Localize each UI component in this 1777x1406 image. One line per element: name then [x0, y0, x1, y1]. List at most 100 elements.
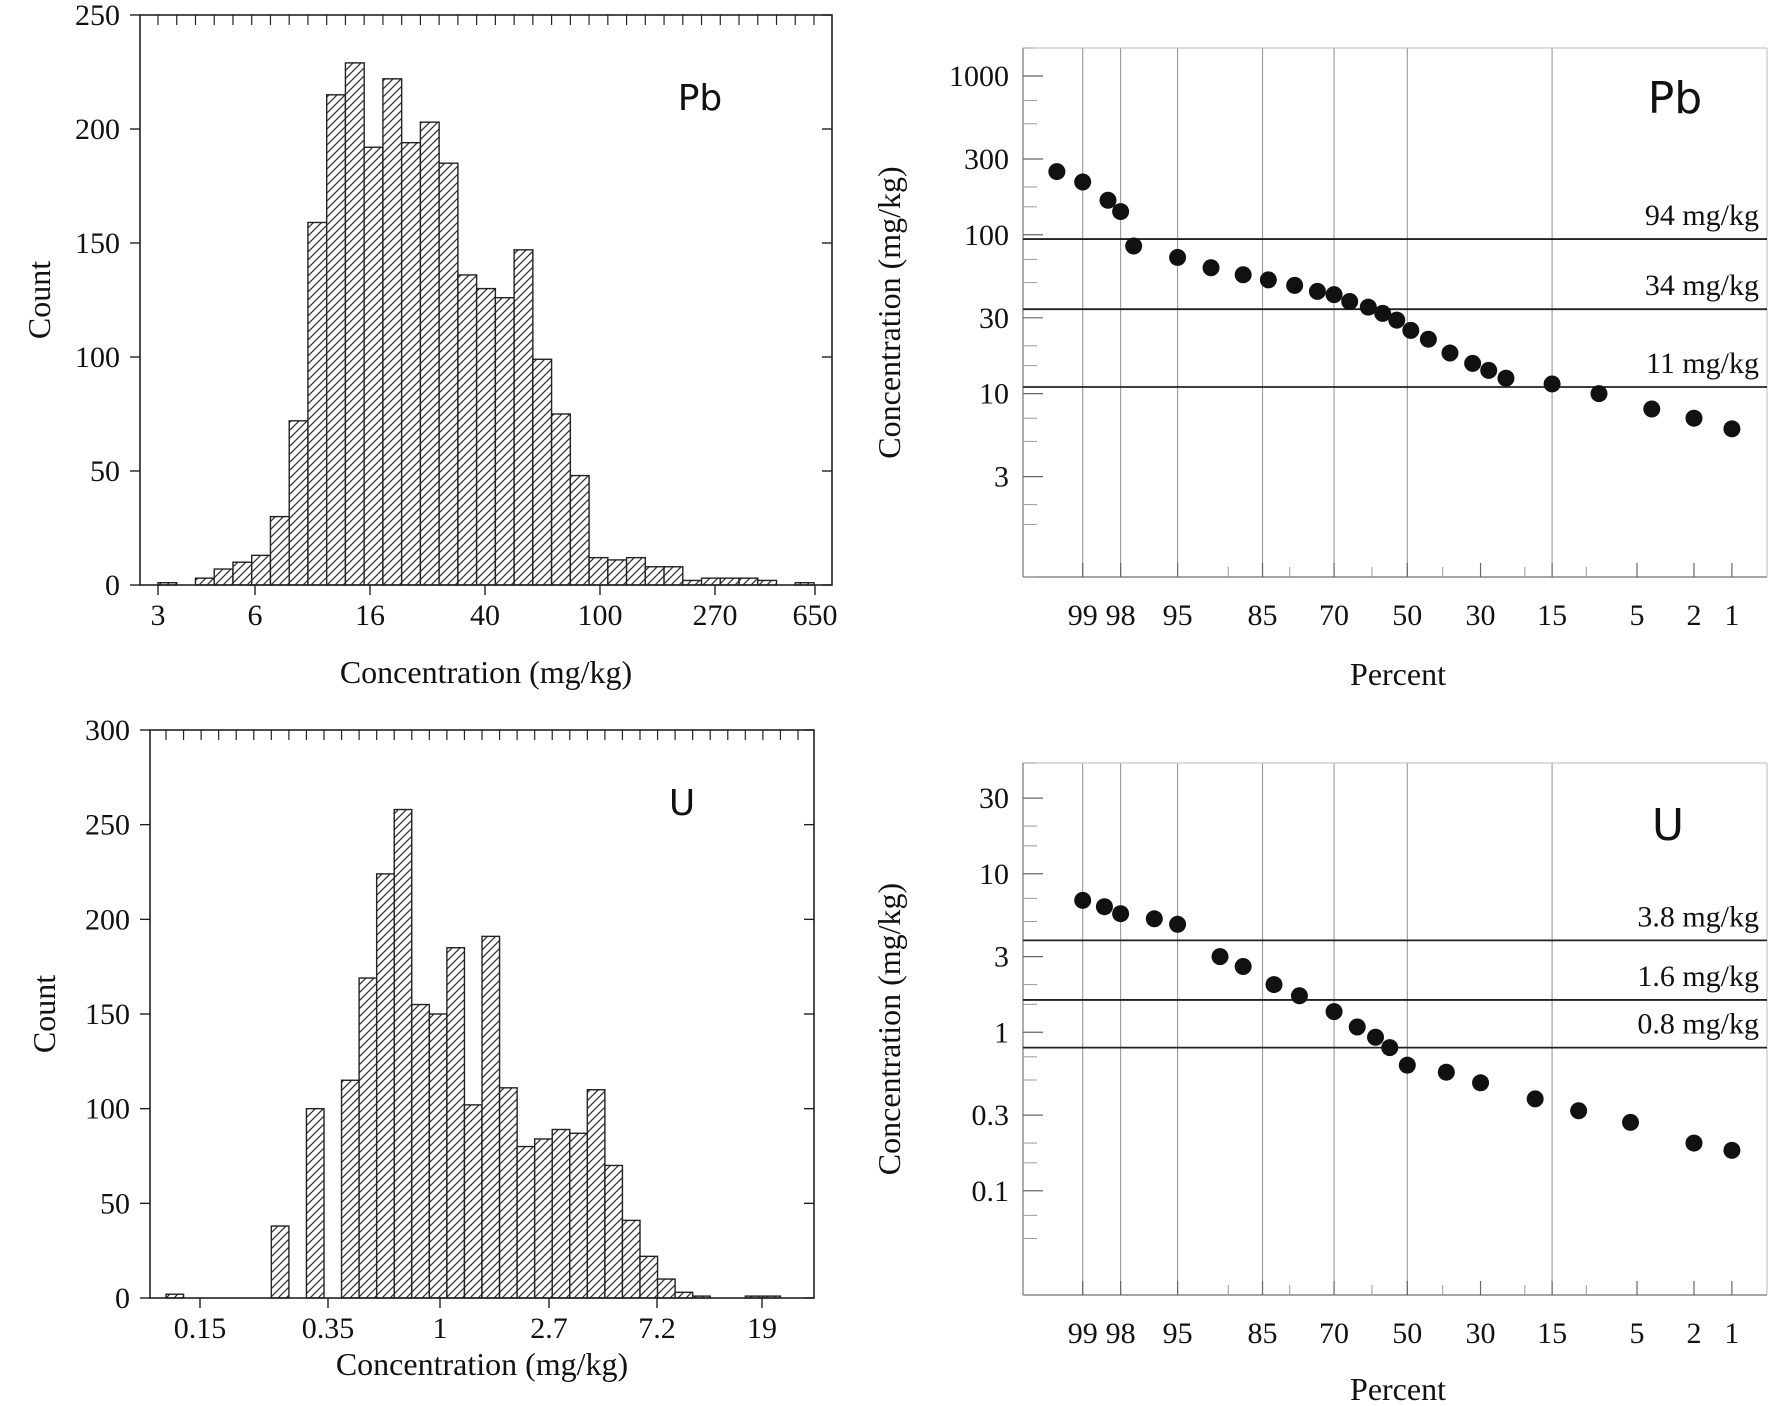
histogram-bar: [569, 1132, 589, 1299]
x-tick-label: 2: [1686, 599, 1701, 632]
data-point: [1290, 987, 1308, 1005]
data-point: [1497, 369, 1515, 387]
y-tick-label: 3: [994, 461, 1009, 494]
x-tick-label: 100: [578, 599, 623, 632]
histogram-bar: [305, 1107, 325, 1299]
histogram-bar: [513, 249, 534, 586]
y-tick-label: 100: [85, 1093, 130, 1126]
data-point: [1643, 400, 1661, 418]
histogram-bar: [457, 274, 478, 586]
histogram-bar: [656, 1278, 676, 1299]
data-point: [1095, 898, 1113, 916]
histogram-bar: [213, 568, 234, 586]
x-tick-label: 16: [355, 599, 385, 632]
data-point: [1169, 915, 1187, 933]
data-point: [1125, 237, 1143, 255]
histogram-bar: [438, 162, 459, 586]
pb_hist-panel: 3 6 16 40 100 270 650 0 50 100 150 200 250 Concentrat…: [21, 0, 838, 690]
y-tick-label: 50: [100, 1187, 130, 1220]
data-point: [1265, 976, 1283, 994]
histogram-bar: [270, 1225, 290, 1299]
x-tick-label: 0.35: [302, 1312, 355, 1345]
data-point: [1723, 1141, 1741, 1159]
histogram-bar: [307, 221, 328, 586]
y-tick-label: 150: [85, 998, 130, 1031]
data-point: [1202, 259, 1220, 277]
x-axis-title: Concentration (mg/kg): [340, 654, 632, 690]
y-tick-label: 30: [979, 782, 1009, 815]
x-axis-title: Percent: [1350, 1371, 1446, 1406]
histogram-bar: [532, 358, 553, 586]
histogram-bar: [446, 947, 466, 1299]
data-point: [1074, 891, 1092, 909]
data-point: [1381, 1039, 1399, 1057]
x-tick-label: 50: [1392, 1317, 1422, 1350]
data-point: [1437, 1063, 1455, 1081]
data-point: [1211, 948, 1229, 966]
x-tick-label: 270: [693, 599, 738, 632]
histogram-bar: [738, 577, 759, 586]
histogram-bar: [393, 808, 413, 1299]
y-tick-label: 100: [964, 219, 1009, 252]
y-tick-label: 10: [979, 378, 1009, 411]
y-tick-label: 30: [979, 302, 1009, 335]
y-tick-label: 0: [105, 569, 120, 602]
y-tick-label: 3: [994, 941, 1009, 974]
x-tick-label: 1: [433, 1312, 448, 1345]
y-tick-label: 1: [994, 1016, 1009, 1049]
data-point: [1169, 248, 1187, 266]
x-tick-label: 99: [1068, 599, 1098, 632]
x-tick-label: 2.7: [530, 1312, 568, 1345]
y-tick-label: 200: [85, 903, 130, 936]
y-tick-label: 100: [75, 341, 120, 374]
histogram-bar: [674, 1291, 694, 1299]
histogram-bar: [625, 556, 647, 586]
reference-line-label: 94 mg/kg: [1645, 199, 1759, 232]
data-point: [1112, 203, 1130, 221]
data-point: [1570, 1102, 1588, 1120]
data-point: [1419, 330, 1437, 348]
data-point: [1464, 354, 1482, 372]
x-tick-label: 5: [1630, 1317, 1645, 1350]
data-point: [1234, 266, 1252, 284]
histogram-bar: [269, 515, 290, 586]
y-tick-label: 10: [979, 858, 1009, 891]
reference-line-label: 0.8 mg/kg: [1637, 1008, 1759, 1041]
histogram-bar: [550, 413, 572, 586]
histogram-bar: [639, 1255, 659, 1299]
x-tick-label: 15: [1537, 1317, 1567, 1350]
x-tick-label: 1: [1724, 599, 1739, 632]
x-tick-label: 70: [1319, 1317, 1349, 1350]
y-axis-title: Count: [26, 975, 62, 1053]
histogram-bar: [588, 556, 609, 586]
x-tick-label: 1: [1724, 1317, 1739, 1350]
u_hist-panel: 0.15 0.35 1 2.7 7.2 19 0 50 100 150 200 250 300 Conce…: [26, 714, 815, 1382]
histogram-bar: [663, 566, 684, 586]
data-point: [1308, 282, 1326, 300]
histogram-bar: [375, 873, 395, 1299]
data-point: [1441, 344, 1459, 362]
panel-label: Pb: [678, 78, 723, 119]
data-point: [1048, 163, 1066, 181]
data-point: [1325, 286, 1343, 304]
x-tick-label: 650: [793, 599, 838, 632]
histogram-bar: [700, 577, 721, 586]
data-point: [1622, 1113, 1640, 1131]
x-tick-label: 70: [1319, 599, 1349, 632]
x-tick-label: 85: [1248, 599, 1278, 632]
x-tick-label: 30: [1466, 599, 1496, 632]
data-point: [1145, 910, 1163, 928]
data-point: [1074, 173, 1092, 191]
panel-label: U: [669, 783, 695, 824]
x-tick-label: 40: [470, 599, 500, 632]
x-tick-label: 3: [151, 599, 166, 632]
data-point: [1286, 276, 1304, 294]
data-point: [1398, 1056, 1416, 1074]
x-tick-label: 15: [1537, 599, 1567, 632]
histogram-bar: [251, 554, 272, 586]
data-point: [1367, 1028, 1385, 1046]
data-point: [1359, 298, 1377, 316]
x-tick-label: 50: [1392, 599, 1422, 632]
